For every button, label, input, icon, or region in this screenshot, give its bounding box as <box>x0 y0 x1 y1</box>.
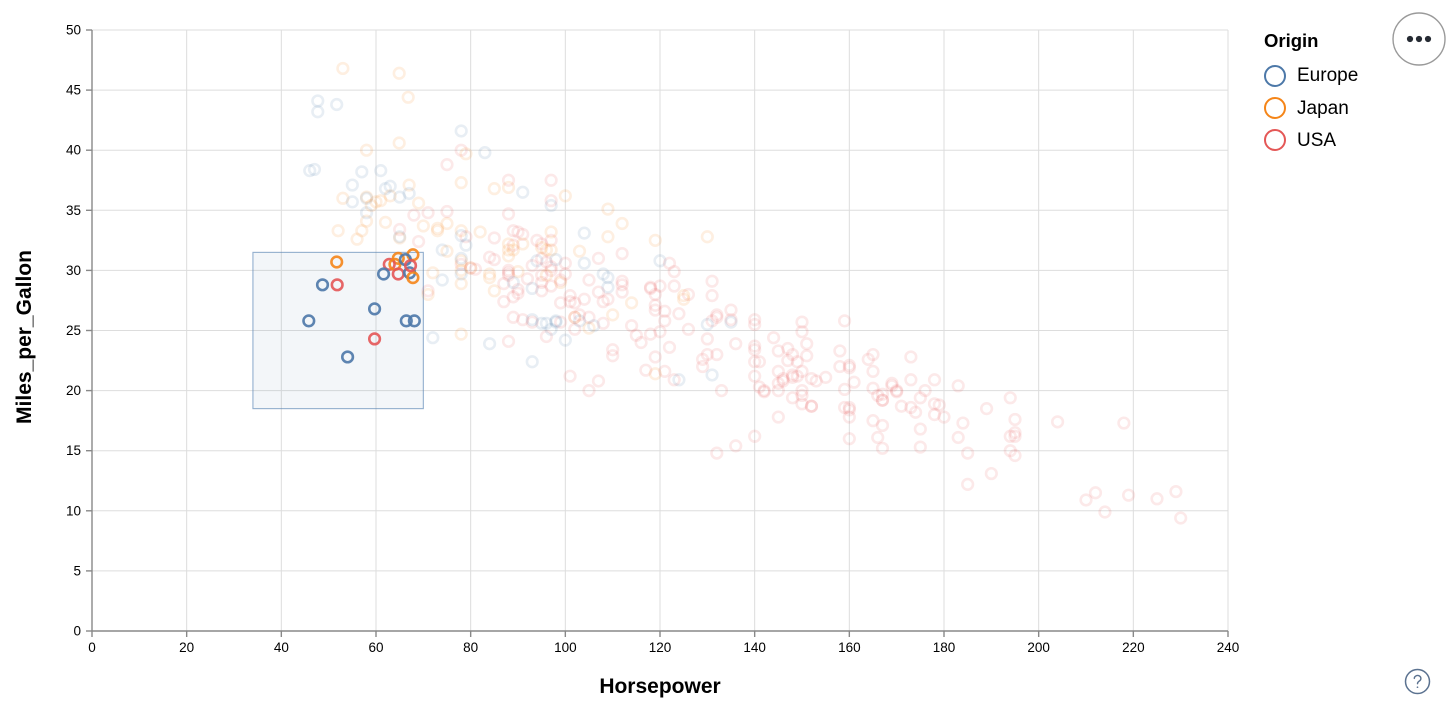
svg-text:35: 35 <box>66 203 81 218</box>
svg-text:240: 240 <box>1217 640 1240 655</box>
svg-text:45: 45 <box>66 83 81 98</box>
svg-text:40: 40 <box>274 640 289 655</box>
svg-text:100: 100 <box>554 640 577 655</box>
svg-text:20: 20 <box>179 640 194 655</box>
svg-text:15: 15 <box>66 443 81 458</box>
svg-text:200: 200 <box>1027 640 1050 655</box>
svg-text:0: 0 <box>73 624 81 639</box>
svg-text:60: 60 <box>368 640 383 655</box>
svg-text:220: 220 <box>1122 640 1145 655</box>
svg-text:180: 180 <box>933 640 956 655</box>
svg-text:20: 20 <box>66 383 81 398</box>
svg-text:10: 10 <box>66 503 81 518</box>
svg-text:140: 140 <box>743 640 766 655</box>
svg-text:160: 160 <box>838 640 861 655</box>
svg-text:40: 40 <box>66 143 81 158</box>
svg-text:30: 30 <box>66 263 81 278</box>
svg-text:25: 25 <box>66 323 81 338</box>
svg-text:120: 120 <box>649 640 672 655</box>
svg-text:0: 0 <box>88 640 96 655</box>
svg-text:5: 5 <box>73 563 81 578</box>
svg-text:80: 80 <box>463 640 478 655</box>
svg-text:50: 50 <box>66 23 81 38</box>
